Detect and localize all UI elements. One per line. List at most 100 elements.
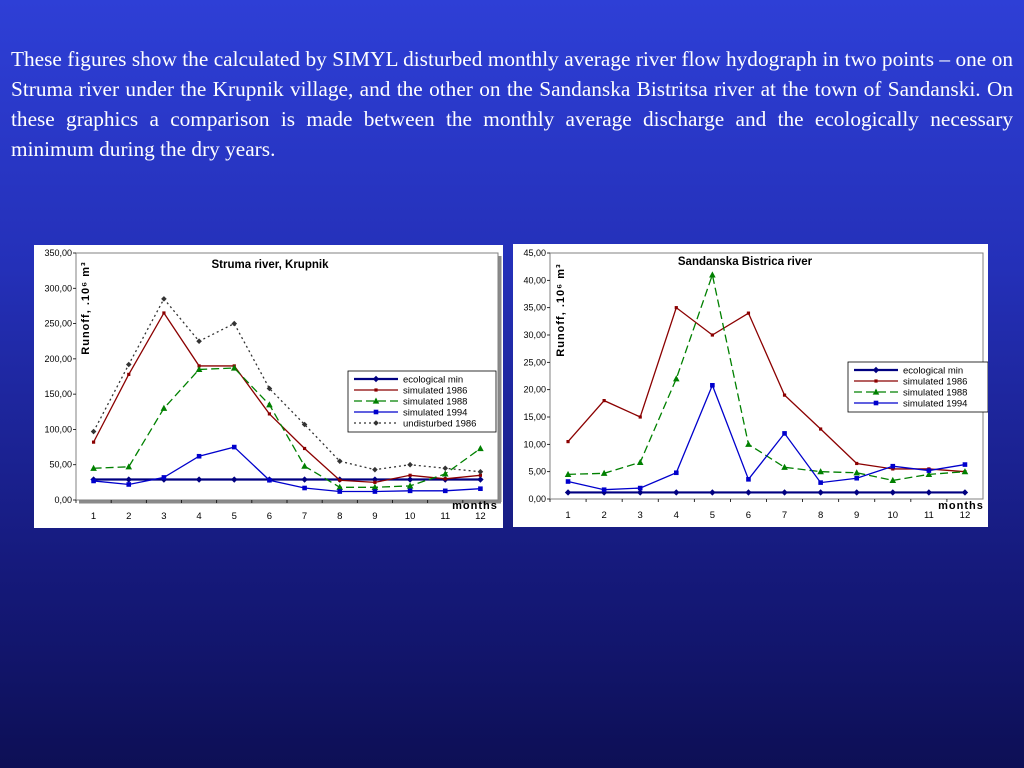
sandanska-ytick-label: 30,00 (523, 330, 546, 340)
sandanska-series-ecological-min-point (709, 489, 716, 496)
sandanska-xtick-label: 3 (638, 510, 643, 521)
struma-series-simulated-1988-line (93, 367, 481, 488)
struma-ytick-label: 300,00 (44, 283, 72, 293)
struma-series-simulated-1988-point (301, 462, 308, 469)
sandanska-legend-marker (872, 366, 880, 374)
struma-legend-label: simulated 1986 (403, 385, 467, 396)
sandanska-chart: 0,00 5,00 10,00 15,00 20,00 25,00 30,00 35,00 40… (513, 244, 988, 527)
struma-legend-label: undisturbed 1986 (403, 418, 476, 429)
sandanska-series-simulated-1986-point (891, 467, 895, 471)
struma-series-simulated-1994-point (442, 488, 448, 494)
sandanska-xtick-label: 4 (674, 510, 679, 521)
sandanska-series-simulated-1988-point (961, 468, 969, 475)
struma-series-simulated-1994-point (302, 485, 307, 491)
struma-series-simulated-1988-point (336, 483, 344, 490)
sandanska-legend-marker (874, 379, 878, 383)
sandanska-legend-marker (873, 400, 879, 406)
struma-series-undisturbed-1986-point (196, 338, 202, 345)
struma-ytick-label: 250,00 (44, 319, 72, 329)
struma-series-undisturbed-1986-point (125, 361, 132, 368)
struma-xtick-label: 2 (126, 511, 131, 522)
struma-series-simulated-1986-point (197, 364, 201, 368)
sandanska-series-simulated-1994 (565, 382, 968, 493)
struma-ytick-label: 50,00 (49, 460, 72, 470)
struma-legend-label: simulated 1994 (403, 407, 467, 418)
struma-legend-marker (372, 375, 380, 383)
sandanska-series-ecological-min-point (781, 489, 788, 496)
struma-series-undisturbed-1986-point (477, 468, 484, 475)
struma-legend-marker (374, 388, 378, 392)
sandanska-series-simulated-1994-point (782, 431, 787, 436)
struma-series-simulated-1986-point (338, 478, 342, 482)
sandanska-series-simulated-1994-point (565, 479, 571, 484)
sandanska-chart-svg: 0,00 5,00 10,00 15,00 20,00 25,00 30,00 35,00 40… (523, 248, 988, 521)
struma-xtick-label: 12 (475, 511, 486, 522)
sandanska-series-simulated-1986-line (567, 306, 966, 473)
sandanska-ylabel: Runoff, .10⁶ m³ (555, 263, 567, 356)
sandanska-series-simulated-1988-point (925, 470, 933, 477)
struma-series-undisturbed-1986-point (372, 466, 378, 473)
sandanska-series-ecological-min (564, 489, 969, 496)
sandanska-series-ecological-min-point (853, 489, 860, 496)
struma-series-simulated-1994-point (372, 489, 378, 494)
sandanska-xtick-label: 8 (818, 510, 823, 521)
sandanska-series-simulated-1994-point (926, 468, 932, 473)
struma-series-ecological-min-point (195, 476, 203, 483)
struma-series-simulated-1994-point (91, 478, 96, 484)
struma-series-simulated-1986-point (302, 446, 307, 451)
sandanska-ytick-label: 15,00 (523, 412, 546, 422)
sandanska-series-simulated-1988-point (564, 470, 572, 477)
sandanska-xtick-label: 6 (746, 510, 751, 521)
struma-series-simulated-1994-point (478, 486, 483, 492)
struma-series-simulated-1986-point (162, 311, 166, 315)
sandanska-series-ecological-min-point (564, 489, 572, 496)
struma-series-simulated-1986-line (93, 311, 481, 484)
struma-series-simulated-1986-point (408, 473, 412, 477)
sandanska-series-simulated-1994-line (567, 383, 966, 491)
struma-xtick-label: 6 (267, 511, 272, 522)
struma-ytick-label: 350,00 (44, 248, 72, 258)
sandanska-series-simulated-1986-point (638, 415, 642, 419)
sandanska-series-simulated-1986-point (746, 311, 751, 315)
sandanska-series-ecological-min-point (745, 489, 752, 496)
sandanska-xtick-label: 5 (710, 510, 715, 521)
sandanska-series-simulated-1988-point (889, 476, 897, 484)
struma-series-simulated-1994-point (196, 453, 202, 459)
sandanska-series-simulated-1994-point (854, 475, 860, 481)
struma-series-simulated-1988-point (406, 482, 414, 489)
sandanska-series-ecological-min-point (889, 489, 896, 496)
sandanska-xtick-label: 1 (565, 510, 570, 521)
struma-series-simulated-1994-point (161, 475, 167, 480)
struma-series-simulated-1986-point (443, 477, 447, 481)
struma-series-undisturbed-1986-point (301, 421, 308, 428)
struma-legend-label: ecological min (403, 374, 463, 385)
struma-series-simulated-1988-point (266, 401, 273, 408)
struma-series-undisturbed-1986-point (90, 428, 97, 435)
sandanska-xtick-label: 7 (782, 510, 787, 521)
struma-xlabel: months (452, 500, 498, 512)
struma-series-simulated-1994-point (407, 488, 413, 494)
struma-ytick-label: 200,00 (44, 354, 72, 364)
sandanska-series-simulated-1986-point (566, 440, 570, 444)
struma-series-simulated-1994 (91, 444, 483, 494)
struma-series-simulated-1994-point (126, 482, 132, 487)
sandanska-series-simulated-1988-point (709, 271, 716, 278)
sandanska-series-ecological-min-point (961, 489, 969, 496)
struma-series-simulated-1988-point (90, 464, 97, 471)
sandanska-series-simulated-1988-point (672, 375, 680, 382)
sandanska-series-simulated-1986-point (782, 393, 787, 397)
sandanska-ytick-label: 5,00 (528, 467, 546, 477)
struma-series-undisturbed-1986-point (442, 465, 449, 472)
struma-xtick-label: 4 (196, 511, 201, 522)
struma-xtick-label: 7 (302, 511, 307, 522)
struma-xtick-label: 1 (91, 511, 96, 522)
struma-series-undisturbed-1986-point (407, 461, 413, 468)
struma-series-simulated-1986-point (373, 480, 377, 484)
sandanska-series-simulated-1988-point (853, 469, 861, 476)
struma-legend-marker (373, 409, 379, 415)
struma-legend-marker (372, 397, 380, 404)
sandanska-series-ecological-min-point (673, 489, 680, 496)
sandanska-ytick-label: 20,00 (523, 385, 546, 395)
sandanska-xtick-label: 9 (854, 510, 859, 521)
sandanska-ytick-label: 45,00 (523, 248, 546, 258)
